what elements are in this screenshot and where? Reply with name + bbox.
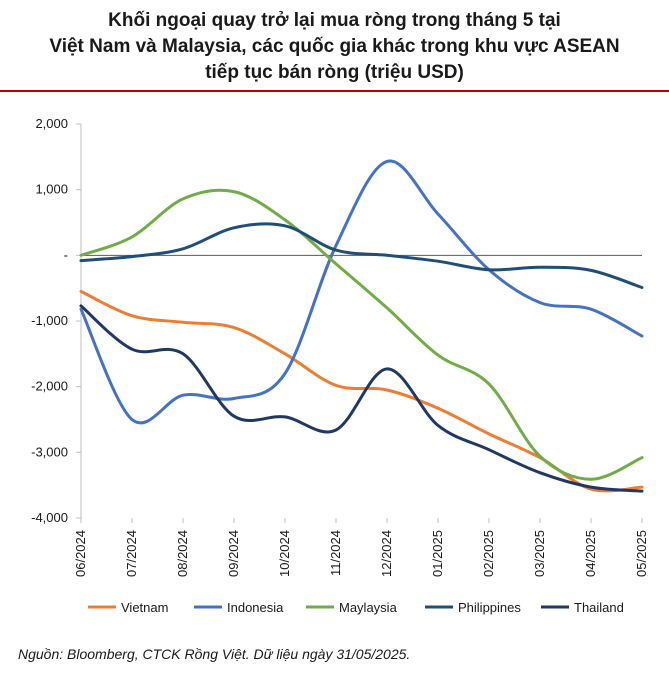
y-tick-label: -1,000 [31,313,68,328]
y-tick-label: -2,000 [31,379,68,394]
y-tick-label: -4,000 [31,510,68,525]
legend-label-maylaysia: Maylaysia [339,600,398,615]
x-tick-label: 11/2024 [328,530,343,576]
series-line-indonesia [79,159,644,425]
chart-title-line-1: Khối ngoại quay trở lại mua ròng trong t… [108,10,561,31]
series-line-thailand [79,304,644,493]
x-tick-label: 07/2024 [124,530,139,577]
x-tick-label: 01/2025 [430,530,445,577]
source-note: Nguồn: Bloomberg, CTCK Rồng Việt. Dữ liệ… [18,646,411,662]
y-tick-label: 2,000 [35,116,68,131]
title-divider [0,90,669,92]
x-tick-label: 03/2025 [532,530,547,577]
x-tick-label: 12/2024 [379,530,394,577]
x-tick-label: 08/2024 [175,530,190,577]
chart-title-line-2: Việt Nam và Malaysia, các quốc gia khác … [49,36,620,57]
y-tick-label: -3,000 [31,444,68,459]
legend-label-philippines: Philippines [458,600,521,615]
y-tick-label: - [64,247,68,262]
series-line-maylaysia [79,188,644,481]
chart-title-line-3: tiếp tục bán ròng (triệu USD) [205,62,464,83]
x-tick-label: 02/2025 [481,530,496,577]
x-tick-label: 04/2025 [583,530,598,577]
x-tick-label: 10/2024 [277,530,292,577]
line-chart: 2,000 1,000 - -1,000 -2,000 -3,000 -4,000 06/20… [31,116,649,615]
x-tick-label: 06/2024 [73,530,88,577]
series-line-vietnam [79,289,644,493]
legend-label-thailand: Thailand [574,600,624,615]
series-line-philippines [79,222,644,289]
legend-label-vietnam: Vietnam [121,600,168,615]
legend-label-indonesia: Indonesia [227,600,284,615]
chart-title: Khối ngoại quay trở lại mua ròng trong t… [0,8,669,86]
x-tick-label: 05/2025 [634,530,649,577]
y-tick-label: 1,000 [35,182,68,197]
x-tick-label: 09/2024 [226,530,241,577]
